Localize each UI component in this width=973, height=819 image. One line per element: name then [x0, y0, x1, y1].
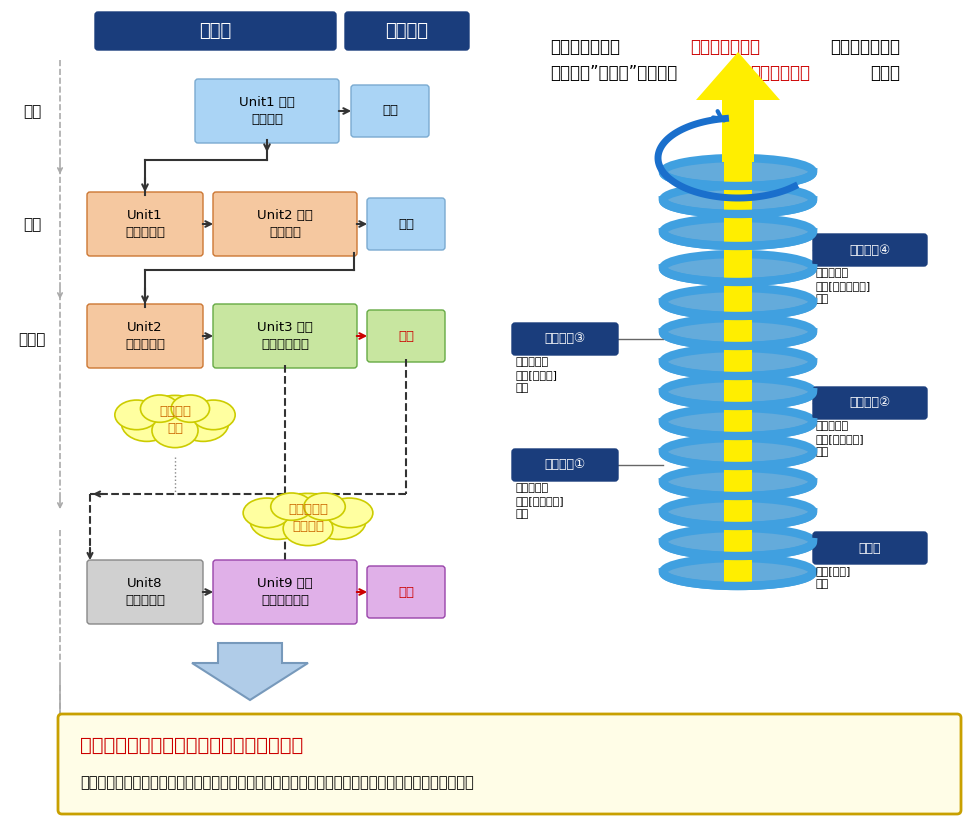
Text: 何度も繰り返す: 何度も繰り返す — [550, 38, 620, 56]
Ellipse shape — [663, 186, 813, 214]
Ellipse shape — [171, 395, 209, 423]
Ellipse shape — [725, 218, 751, 238]
Ellipse shape — [663, 288, 813, 316]
Ellipse shape — [270, 493, 312, 520]
FancyBboxPatch shape — [512, 449, 618, 481]
Ellipse shape — [250, 502, 306, 540]
Text: スパイラル学習: スパイラル学習 — [690, 38, 760, 56]
FancyBboxPatch shape — [95, 12, 336, 50]
Text: 宿題: 宿題 — [382, 105, 398, 117]
Text: 授業[導入]
宿題: 授業[導入] 宿題 — [816, 566, 851, 589]
Ellipse shape — [663, 158, 813, 186]
Text: 授　業: 授 業 — [199, 22, 232, 40]
Text: で、「わかる」: で、「わかる」 — [830, 38, 900, 56]
Text: 家庭学習: 家庭学習 — [385, 22, 428, 40]
FancyBboxPatch shape — [213, 192, 357, 256]
FancyBboxPatch shape — [213, 560, 357, 624]
Text: 確認テスト
授業[定着演習]
宿題: 確認テスト 授業[定着演習] 宿題 — [515, 483, 563, 518]
Ellipse shape — [663, 528, 813, 556]
Ellipse shape — [663, 254, 813, 282]
FancyBboxPatch shape — [367, 310, 445, 362]
Text: 確認テスト
授業[テスト対策]
宿題: 確認テスト 授業[テスト対策] 宿題 — [816, 268, 871, 304]
Ellipse shape — [115, 400, 159, 430]
FancyBboxPatch shape — [58, 714, 961, 814]
Ellipse shape — [152, 414, 198, 448]
Polygon shape — [192, 643, 308, 700]
Ellipse shape — [663, 318, 813, 346]
FancyBboxPatch shape — [351, 85, 429, 137]
Text: 確認テスト
授業[総まとめ]
宿題: 確認テスト 授業[総まとめ] 宿題 — [816, 421, 865, 457]
Text: さらにもう
一度復習: さらにもう 一度復習 — [288, 503, 328, 533]
Text: 」に！: 」に！ — [870, 64, 900, 82]
Ellipse shape — [663, 558, 813, 586]
Polygon shape — [696, 52, 780, 100]
FancyBboxPatch shape — [722, 82, 754, 162]
Text: Unit1
確認テスト: Unit1 確認テスト — [125, 209, 165, 239]
Text: Unit3 授業
［定着演習］: Unit3 授業 ［定着演習］ — [257, 321, 313, 351]
Text: 宿題: 宿題 — [398, 218, 414, 230]
Ellipse shape — [663, 438, 813, 466]
Ellipse shape — [304, 493, 345, 520]
FancyBboxPatch shape — [87, 560, 203, 624]
Ellipse shape — [122, 404, 172, 441]
Text: Unit2 授業
［導入］: Unit2 授業 ［導入］ — [257, 209, 313, 239]
Text: 宿題: 宿題 — [398, 586, 414, 599]
Ellipse shape — [725, 300, 751, 320]
Text: Unit9 授業
［総まとめ］: Unit9 授業 ［総まとめ］ — [257, 577, 313, 607]
Text: Unit8
確認テスト: Unit8 確認テスト — [125, 577, 165, 607]
Ellipse shape — [663, 468, 813, 496]
FancyBboxPatch shape — [195, 79, 339, 143]
Text: Unit2
確認テスト: Unit2 確認テスト — [125, 321, 165, 351]
Ellipse shape — [142, 396, 208, 441]
FancyBboxPatch shape — [813, 387, 927, 419]
FancyBboxPatch shape — [813, 234, 927, 266]
FancyBboxPatch shape — [813, 532, 927, 564]
Text: もう一度
復習: もう一度 復習 — [159, 405, 191, 435]
Ellipse shape — [140, 395, 179, 423]
Text: 宿題: 宿題 — [398, 329, 414, 342]
Ellipse shape — [310, 502, 366, 540]
Text: 本当にできる: 本当にできる — [750, 64, 810, 82]
Ellipse shape — [192, 400, 235, 430]
Ellipse shape — [272, 493, 343, 539]
Text: 確認テスト
授業[２周目]
宿題: 確認テスト 授業[２周目] 宿題 — [515, 357, 557, 392]
Text: 同じテキストをさらにもう１周やります！: 同じテキストをさらにもう１周やります！ — [80, 735, 304, 754]
FancyBboxPatch shape — [512, 323, 618, 355]
Ellipse shape — [725, 562, 751, 582]
Ellipse shape — [283, 511, 333, 545]
Text: Unit1 授業
［導入］: Unit1 授業 ［導入］ — [239, 96, 295, 126]
FancyBboxPatch shape — [87, 304, 203, 368]
FancyBboxPatch shape — [367, 198, 445, 250]
Text: 次々回: 次々回 — [18, 333, 46, 347]
FancyBboxPatch shape — [213, 304, 357, 368]
Text: 反復学習②: 反復学習② — [849, 396, 890, 410]
Ellipse shape — [663, 378, 813, 406]
FancyBboxPatch shape — [724, 155, 752, 583]
FancyBboxPatch shape — [345, 12, 469, 50]
Text: 初学習: 初学習 — [859, 541, 882, 554]
FancyBboxPatch shape — [87, 192, 203, 256]
FancyBboxPatch shape — [367, 566, 445, 618]
Text: １周目ではわからなかった問題、間違えた問題も繰り返しやることで確実にできるようになります！: １周目ではわからなかった問題、間違えた問題も繰り返しやることで確実にできるように… — [80, 776, 474, 790]
Text: 反復学習④: 反復学習④ — [849, 243, 890, 256]
Ellipse shape — [243, 498, 290, 527]
Ellipse shape — [725, 478, 751, 498]
Text: 次回: 次回 — [23, 218, 41, 233]
Ellipse shape — [663, 408, 813, 436]
Ellipse shape — [326, 498, 373, 527]
Text: 反復学習①: 反復学習① — [544, 459, 586, 472]
Ellipse shape — [663, 498, 813, 526]
Text: 「できる”つもり”」から「: 「できる”つもり”」から「 — [550, 64, 677, 82]
Ellipse shape — [725, 388, 751, 408]
Ellipse shape — [663, 348, 813, 376]
Ellipse shape — [663, 218, 813, 246]
Ellipse shape — [177, 404, 229, 441]
Text: 今日: 今日 — [23, 105, 41, 120]
Text: 反復学習③: 反復学習③ — [544, 333, 586, 346]
